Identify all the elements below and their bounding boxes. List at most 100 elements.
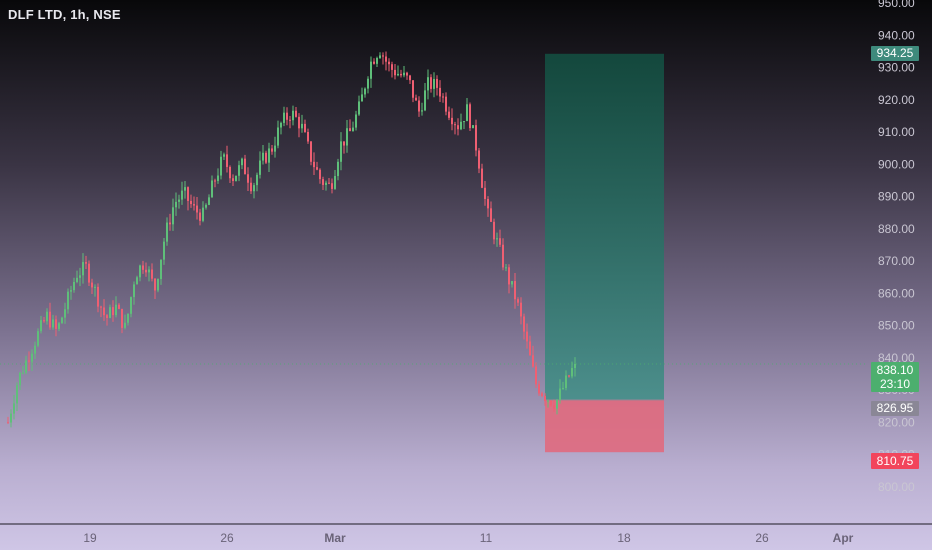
- candle-body: [289, 119, 291, 121]
- candle-body: [286, 112, 288, 120]
- candle-body: [346, 128, 348, 146]
- candle-body: [394, 69, 396, 76]
- candle-body: [169, 222, 171, 225]
- candle-body: [232, 178, 234, 182]
- candle-body: [544, 395, 546, 402]
- candle-body: [16, 385, 18, 404]
- candle-body: [268, 148, 270, 163]
- candle-body: [163, 241, 165, 260]
- candle-body: [349, 128, 351, 132]
- candle-body: [316, 167, 318, 170]
- candle-body: [226, 154, 228, 167]
- candle-body: [85, 262, 87, 264]
- candle-body: [553, 405, 555, 409]
- candle-body: [574, 363, 576, 369]
- candle-body: [100, 306, 102, 308]
- candle-body: [370, 61, 372, 79]
- candle-body: [67, 291, 69, 310]
- candle-body: [28, 360, 30, 362]
- candle-body: [400, 73, 402, 76]
- candle-body: [31, 353, 33, 362]
- candle-body: [217, 175, 219, 181]
- y-tick-label: 820.00: [878, 415, 915, 429]
- candle-body: [442, 96, 444, 98]
- candle-body: [382, 55, 384, 57]
- candle-body: [253, 185, 255, 192]
- candle-body: [34, 345, 36, 354]
- y-tick-label: 860.00: [878, 286, 915, 300]
- candle-body: [307, 131, 309, 142]
- candle-body: [97, 286, 99, 307]
- stop-price-badge: 810.75: [871, 453, 919, 469]
- candle-body: [502, 244, 504, 268]
- y-tick-label: 890.00: [878, 190, 915, 204]
- y-tick-label: 850.00: [878, 319, 915, 333]
- candle-body: [130, 297, 132, 314]
- candle-body: [559, 388, 561, 400]
- candle-body: [391, 64, 393, 70]
- candle-body: [10, 413, 12, 423]
- candle-body: [112, 307, 114, 316]
- candle-body: [277, 127, 279, 146]
- candle-body: [22, 372, 24, 374]
- candle-body: [364, 88, 366, 95]
- candle-body: [361, 94, 363, 102]
- candle-body: [259, 160, 261, 175]
- candle-body: [193, 204, 195, 206]
- candle-body: [310, 141, 312, 162]
- candle-body: [529, 341, 531, 356]
- candle-body: [247, 174, 249, 183]
- candle-body: [37, 331, 39, 346]
- candle-body: [517, 299, 519, 303]
- candle-body: [151, 269, 153, 279]
- candle-body: [82, 262, 84, 276]
- x-tick-label: 18: [617, 531, 631, 545]
- candle-body: [520, 302, 522, 317]
- candle-body: [280, 122, 282, 128]
- candle-body: [397, 73, 399, 76]
- y-tick-label: 880.00: [878, 222, 915, 236]
- candle-body: [154, 278, 156, 291]
- candle-body: [262, 152, 264, 161]
- candle-body: [352, 127, 354, 132]
- candle-body: [490, 208, 492, 222]
- candle-body: [556, 399, 558, 409]
- candle-body: [424, 90, 426, 111]
- candle-body: [475, 125, 477, 151]
- candle-body: [328, 182, 330, 184]
- x-tick-label: 19: [83, 531, 97, 545]
- candle-body: [184, 187, 186, 191]
- candle-body: [160, 259, 162, 280]
- candle-body: [385, 56, 387, 62]
- candle-body: [235, 175, 237, 182]
- candle-body: [40, 320, 42, 332]
- candle-body: [505, 267, 507, 269]
- candle-body: [514, 281, 516, 300]
- candle-body: [535, 366, 537, 385]
- candle-body: [511, 281, 513, 285]
- candle-body: [208, 197, 210, 205]
- candle-body: [103, 307, 105, 316]
- y-tick-label: 920.00: [878, 93, 915, 107]
- candle-body: [220, 156, 222, 176]
- candle-body: [373, 61, 375, 64]
- candle-body: [523, 316, 525, 332]
- candle-body: [76, 277, 78, 282]
- last-price-value: 838.10: [876, 363, 914, 377]
- candle-body: [484, 187, 486, 200]
- candle-body: [355, 114, 357, 128]
- candle-body: [571, 368, 573, 377]
- candle-body: [181, 190, 183, 200]
- candle-body: [376, 58, 378, 64]
- candle-body: [25, 360, 27, 373]
- candle-body: [472, 125, 474, 129]
- candle-body: [133, 284, 135, 298]
- candle-body: [547, 400, 549, 402]
- candle-body: [478, 150, 480, 169]
- candle-body: [430, 77, 432, 89]
- candle-body: [568, 375, 570, 377]
- candle-body: [166, 222, 168, 242]
- candle-body: [313, 161, 315, 168]
